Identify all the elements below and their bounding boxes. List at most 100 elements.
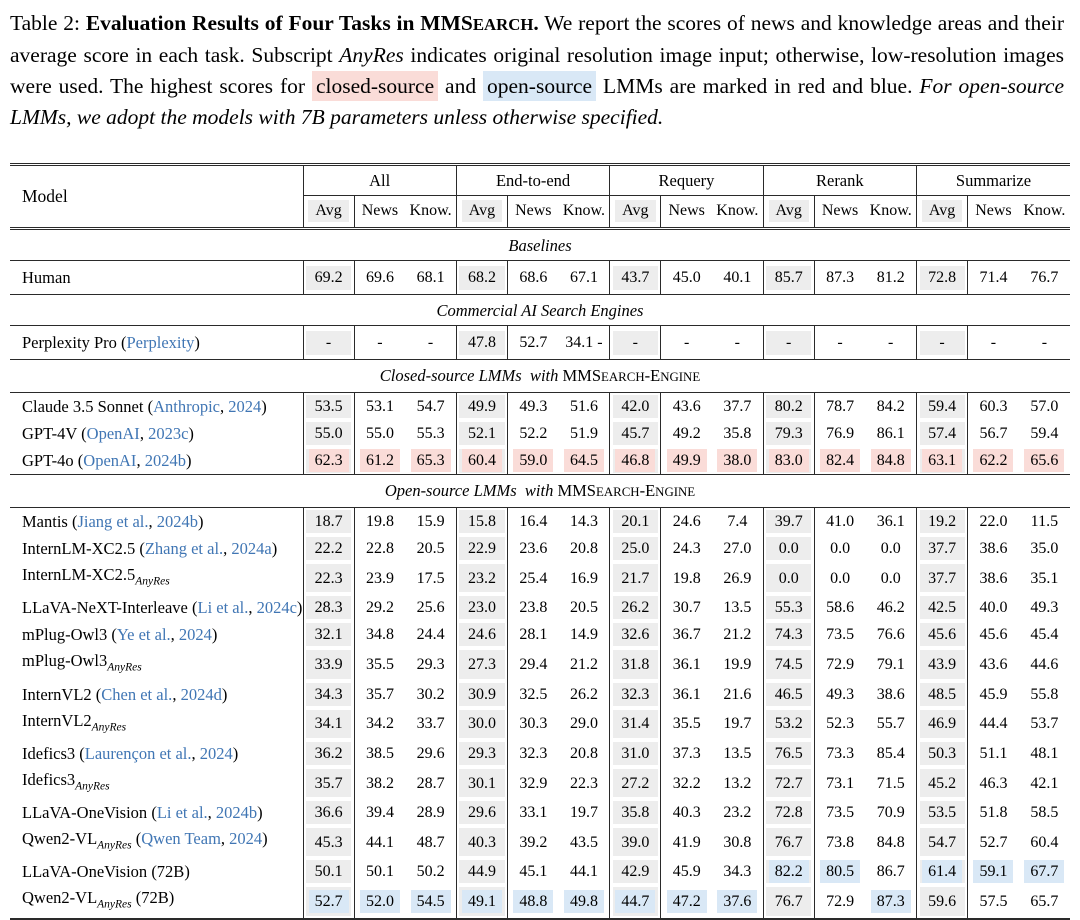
score-cell: -: [660, 325, 712, 360]
citation-link[interactable]: Li et al.: [156, 803, 208, 823]
citation-year-link[interactable]: 2024b: [144, 451, 186, 470]
score-value: 35.5: [672, 715, 701, 733]
subcol-header: News: [967, 195, 1019, 230]
citation-link[interactable]: Qwen Team: [141, 829, 221, 849]
score-value: 57.0: [1030, 398, 1059, 415]
score-value: 28.7: [416, 774, 445, 792]
score-cell: 50.1: [353, 858, 406, 886]
score-cell: 29.6: [455, 799, 508, 827]
score-value: 17.5: [416, 569, 445, 587]
score-cell: 0.0: [762, 562, 815, 595]
score-value: 52.7: [979, 833, 1008, 851]
score-value: 23.9: [365, 569, 394, 587]
score-value: 16.4: [519, 513, 548, 530]
score-cell: 34.2: [353, 707, 406, 740]
score-cell: 46.2: [865, 594, 916, 621]
score-cell: 86.7: [865, 858, 916, 885]
score-cell: 36.6: [302, 799, 355, 827]
score-cell: 49.3: [506, 392, 559, 420]
citation-year-link[interactable]: 2024: [178, 625, 212, 645]
score-value: 22.3: [569, 774, 598, 792]
section-title-segment: NGINE: [655, 485, 696, 499]
citation-year-link[interactable]: 2024: [229, 829, 263, 849]
score-value: 61.2: [359, 449, 400, 472]
citation-year-link[interactable]: 2024a: [231, 539, 272, 558]
score-cell: 52.3: [813, 707, 866, 740]
score-cell: 76.7: [762, 885, 815, 920]
score-value: 44.9: [467, 863, 496, 881]
model-name: mPlug-Owl3: [22, 625, 108, 645]
score-cell: 72.9: [813, 885, 866, 920]
score-cell: 51.9: [559, 420, 610, 447]
score-value: 29.6: [416, 744, 445, 762]
score-cell: 38.6: [865, 681, 916, 708]
score-cell: 19.7: [559, 799, 610, 826]
score-value: 72.8: [928, 269, 957, 286]
citation-paren: ): [261, 397, 267, 416]
score-cell: 83.0: [762, 447, 815, 475]
citation-year-link[interactable]: 2023c: [148, 424, 189, 443]
model-name: Idefics3: [22, 743, 76, 763]
results-table: Model All End-to-end Requery Rerank Summarize…: [10, 163, 1070, 920]
citation-link[interactable]: OpenAI: [86, 424, 140, 443]
citation-link[interactable]: Li et al.: [197, 598, 249, 618]
score-value: 85.4: [876, 744, 905, 762]
citation-link[interactable]: Chen et al.: [101, 684, 173, 704]
caption-segment: Evaluation Results of Four Tasks in: [85, 11, 421, 35]
citation-year-link[interactable]: 2024c: [256, 598, 297, 618]
citation-link[interactable]: Ye et al.: [116, 625, 171, 645]
score-cell: 69.2: [302, 260, 355, 295]
citation-link[interactable]: Anthropic: [153, 397, 220, 416]
task-group-header: Requery: [609, 163, 764, 196]
score-value: 19.7: [569, 804, 598, 822]
score-value: 18.7: [314, 513, 343, 530]
subcol-header: News: [506, 195, 559, 230]
score-value: 36.1: [672, 685, 701, 703]
model-name: LLaVA-NeXT-Interleave: [22, 598, 188, 618]
score-value: 76.7: [774, 893, 803, 911]
score-value: 68.6: [519, 269, 548, 286]
citation-link[interactable]: Jiang et al.: [77, 512, 149, 531]
citation-year-link[interactable]: 2024b: [156, 512, 198, 531]
score-cell: 55.3: [762, 594, 815, 622]
citation-year-link[interactable]: 2024: [228, 397, 262, 416]
score-cell: 30.8: [712, 826, 763, 858]
score-value: 49.1: [461, 890, 502, 914]
score-value: 47.8: [467, 334, 496, 351]
score-cell: 84.8: [865, 447, 917, 475]
model-name-cell: LLaVA-NeXT-Interleave (Li et al., 2024c): [10, 594, 303, 621]
citation-paren: (: [75, 743, 85, 763]
score-value: -: [888, 334, 894, 351]
subcol-header: News: [660, 195, 712, 230]
citation-paren: (: [73, 451, 84, 470]
table-row: Qwen2-VLAnyRes (Qwen Team, 2024) 45.3 44.1…: [10, 826, 1070, 859]
score-cell: 14.3: [559, 508, 610, 536]
table-row: InternLM-XC2.5 (Zhang et al., 2024a) 22.2…: [10, 535, 1070, 562]
citation-year-link[interactable]: 2024: [199, 743, 233, 763]
score-cell: 44.6: [1019, 648, 1070, 680]
citation-paren: (: [67, 512, 78, 531]
citation-link[interactable]: OpenAI: [83, 451, 137, 470]
score-value: 68.2: [467, 269, 496, 286]
score-cell: 19.9: [712, 648, 763, 680]
score-value: 40.3: [467, 833, 496, 851]
citation-link[interactable]: Perplexity: [126, 333, 195, 352]
score-cell: 52.7: [967, 826, 1019, 859]
score-value: 46.8: [615, 449, 656, 472]
score-value: -: [939, 334, 945, 351]
score-value: 49.3: [826, 685, 855, 703]
score-value: 26.9: [723, 569, 752, 587]
caption-segment: and: [438, 74, 483, 98]
score-cell: 49.9: [455, 392, 508, 420]
citation-year-link[interactable]: 2024d: [180, 684, 222, 704]
subcol-header: Avg: [762, 195, 815, 230]
citation-link[interactable]: Zhang et al.: [144, 539, 224, 558]
subcol-label: Know.: [869, 202, 912, 219]
score-value: 0.0: [880, 569, 901, 587]
subcol-label: Know.: [562, 202, 605, 219]
score-cell: 43.5: [559, 826, 610, 858]
score-cell: 57.4: [915, 420, 968, 447]
citation-year-link[interactable]: 2024b: [215, 803, 258, 823]
score-value: 45.0: [672, 269, 701, 286]
citation-link[interactable]: Laurençon et al.: [84, 743, 192, 763]
